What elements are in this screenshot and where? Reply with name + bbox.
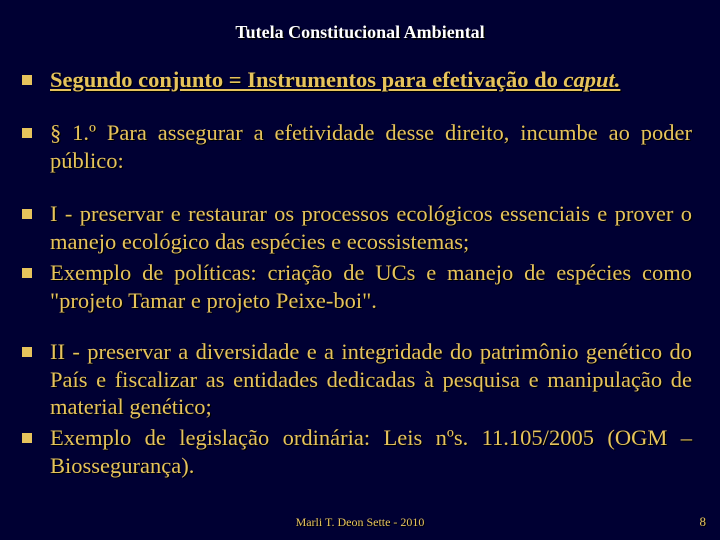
slide-title: Tutela Constitucional Ambiental (0, 0, 720, 43)
bullet-item-2: § 1.º Para assegurar a efetividade desse… (22, 119, 692, 174)
bullet-item-3: I - preservar e restaurar os processos e… (22, 200, 692, 255)
bullet-text: II - preservar a diversidade e a integri… (50, 338, 692, 420)
spacer (22, 318, 692, 338)
bullet-text: Exemplo de políticas: criação de UCs e m… (50, 259, 692, 314)
bullet-text: I - preservar e restaurar os processos e… (50, 200, 692, 255)
square-bullet-icon (22, 128, 32, 138)
spacer (22, 178, 692, 200)
square-bullet-icon (22, 347, 32, 357)
bullet-item-6: Exemplo de legislação ordinária: Leis nº… (22, 424, 692, 479)
text-underlined: Segundo conjunto = Instrumentos para efe… (50, 67, 563, 92)
square-bullet-icon (22, 433, 32, 443)
square-bullet-icon (22, 75, 32, 85)
title-text: Tutela Constitucional Ambiental (235, 22, 484, 42)
content-area: Segundo conjunto = Instrumentos para efe… (22, 66, 692, 483)
bullet-text: § 1.º Para assegurar a efetividade desse… (50, 119, 692, 174)
bullet-text: Exemplo de legislação ordinária: Leis nº… (50, 424, 692, 479)
text-italic: caput. (563, 67, 620, 92)
bullet-item-4: Exemplo de políticas: criação de UCs e m… (22, 259, 692, 314)
bullet-item-1: Segundo conjunto = Instrumentos para efe… (22, 66, 692, 93)
spacer (22, 97, 692, 119)
square-bullet-icon (22, 209, 32, 219)
footer-author: Marli T. Deon Sette - 2010 (0, 515, 720, 530)
page-number: 8 (700, 514, 707, 530)
bullet-text: Segundo conjunto = Instrumentos para efe… (50, 66, 692, 93)
slide: Tutela Constitucional Ambiental Segundo … (0, 0, 720, 540)
bullet-item-5: II - preservar a diversidade e a integri… (22, 338, 692, 420)
square-bullet-icon (22, 268, 32, 278)
